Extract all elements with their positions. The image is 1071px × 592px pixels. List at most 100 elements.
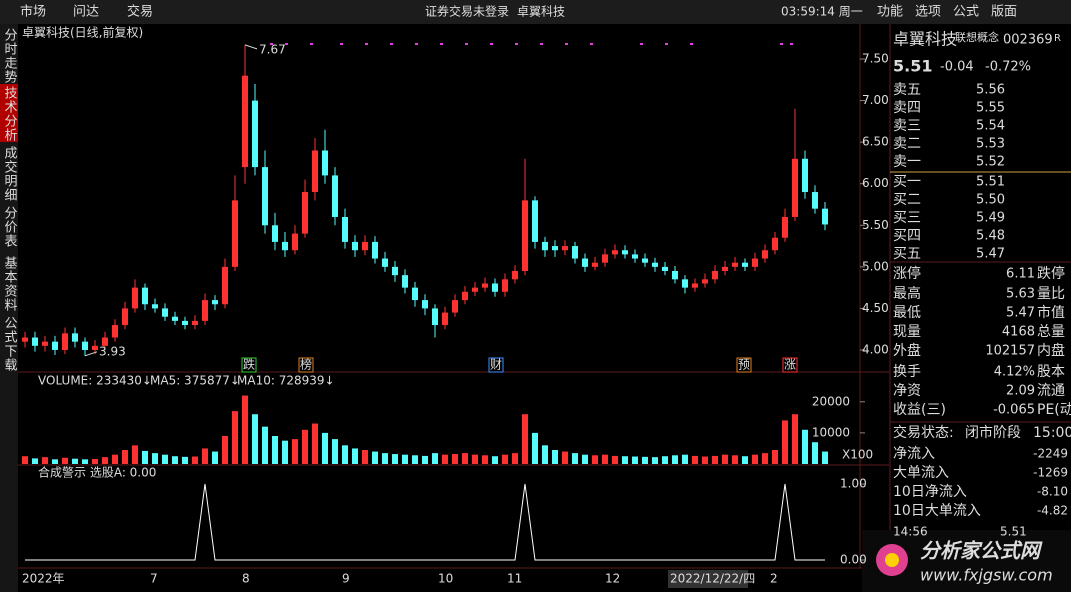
volume-bar	[112, 454, 118, 464]
menu-stock: 卓翼科技	[517, 5, 565, 19]
candle-body	[132, 287, 138, 309]
event-label[interactable]: 财	[490, 358, 502, 372]
tab[interactable]: 分价表	[2, 206, 18, 248]
candle-body	[222, 266, 228, 305]
volume-bar	[732, 455, 738, 464]
book-price: 5.53	[976, 137, 1005, 152]
candle-body	[102, 337, 108, 346]
menu-item[interactable]: 交易	[127, 4, 153, 20]
volume-bar	[372, 451, 378, 464]
candle-body	[612, 250, 618, 255]
tab[interactable]: 基本资料	[2, 256, 18, 312]
volume-bar	[272, 436, 278, 464]
candle-body	[242, 75, 248, 168]
candle-body	[162, 308, 168, 317]
tab[interactable]: 技术分析	[2, 86, 18, 142]
volume-bar	[52, 459, 58, 464]
book-price: 5.49	[976, 211, 1005, 226]
candle-body	[302, 192, 308, 234]
candle-body	[762, 250, 768, 259]
volume-bar	[332, 439, 338, 464]
menu-item[interactable]: 公式	[953, 5, 979, 20]
volume-bar	[802, 429, 808, 464]
event-badge	[782, 357, 798, 373]
volume-bar	[362, 450, 368, 464]
tab[interactable]: 成交明细	[2, 146, 18, 202]
volume-bar	[462, 453, 468, 464]
clock: 03:59:14 周一	[781, 5, 863, 19]
candle-body	[522, 200, 528, 272]
book-label: 买四	[893, 228, 921, 244]
volume-bar	[772, 450, 778, 464]
event-label[interactable]: 跌	[243, 357, 255, 372]
y-tick-label: 1.00	[840, 477, 867, 491]
y-tick-label: 7.00	[862, 93, 889, 107]
date-label: 8	[242, 572, 250, 586]
volume-bar	[472, 454, 478, 464]
candle-body	[582, 258, 588, 267]
book-price: 5.52	[976, 155, 1005, 170]
volume-bar	[512, 453, 518, 464]
candle-body	[362, 241, 368, 251]
candle-body	[262, 167, 268, 226]
candle-body	[252, 100, 258, 168]
stat-label: 最低	[893, 305, 921, 321]
volume-bar	[92, 459, 98, 464]
menu-item[interactable]: 功能	[877, 5, 903, 20]
candle-body	[422, 300, 428, 309]
marker-dot	[490, 43, 493, 45]
candle-body	[692, 283, 698, 288]
volume-bar	[672, 455, 678, 464]
tab[interactable]: 公式下载	[2, 316, 18, 372]
volume-bar	[532, 432, 538, 464]
marker-dot	[365, 43, 368, 45]
marker-dot	[665, 43, 668, 45]
volume-bar	[402, 454, 408, 464]
candle-body	[722, 266, 728, 272]
candle-body	[352, 241, 358, 251]
stat-label: 最高	[893, 285, 921, 302]
event-label[interactable]: 榜	[300, 357, 312, 372]
stock-concept: 联想概念	[955, 30, 999, 44]
signal-line	[25, 483, 825, 561]
marker-dot	[270, 43, 273, 45]
tab[interactable]: 分时走势	[2, 28, 18, 84]
event-badge	[241, 357, 257, 373]
volume-bar	[742, 456, 748, 464]
book-label: 卖一	[893, 154, 921, 170]
candle-body	[502, 279, 508, 292]
menu-item[interactable]: 版面	[991, 5, 1017, 20]
candle-body	[92, 345, 98, 350]
stat-label: 收益(三)	[893, 402, 946, 418]
candle-body	[782, 216, 788, 238]
volume-bar	[722, 454, 728, 464]
candle-body	[632, 254, 638, 259]
menu-item[interactable]: 市场	[20, 4, 46, 20]
stat-label: 净资	[893, 383, 921, 399]
event-badge	[298, 357, 314, 373]
volume-legend: VOLUME: 233430↓	[38, 374, 152, 388]
menu-item[interactable]: 选项	[915, 5, 941, 20]
book-label: 卖五	[893, 82, 921, 98]
event-label[interactable]: 涨	[784, 357, 796, 372]
stat-label: 量比	[1037, 286, 1065, 302]
volume-bar	[132, 445, 138, 464]
candle-body	[462, 291, 468, 301]
volume-bar	[62, 457, 68, 464]
book-label: 卖三	[893, 118, 921, 134]
book-label: 卖四	[893, 100, 921, 116]
volume-bar	[542, 445, 548, 464]
candle-body	[532, 200, 538, 242]
volume-bar	[302, 429, 308, 464]
event-label[interactable]: 预	[738, 358, 750, 372]
flow-value: -4.82	[1037, 504, 1068, 518]
menu-item[interactable]: 问达	[73, 5, 99, 20]
stat-value: 4.12%	[994, 365, 1035, 380]
volume-bar	[242, 395, 248, 464]
candle-body	[272, 225, 278, 242]
tab-strip	[0, 24, 18, 592]
candle-body	[732, 262, 738, 267]
volume-bar	[222, 436, 228, 464]
volume-bar	[82, 459, 88, 464]
candle-body	[512, 271, 518, 280]
